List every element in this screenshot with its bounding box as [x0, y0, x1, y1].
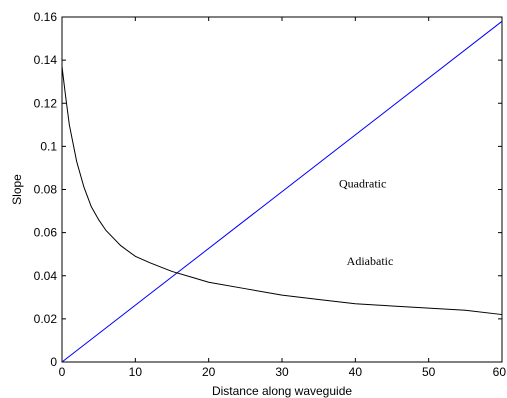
y-tick-label: 0.02	[34, 312, 58, 326]
series-line-0	[61, 20, 503, 363]
y-tick-label: 0.08	[34, 183, 58, 197]
x-tick-label: 30	[275, 365, 289, 379]
x-axis-label: Distance along waveguide	[212, 384, 352, 398]
y-tick-label: 0.16	[34, 10, 58, 24]
series-line-1	[61, 66, 503, 316]
y-tick-label: 0	[50, 355, 57, 369]
x-tick-label: 50	[422, 365, 436, 379]
plot-area	[61, 16, 503, 363]
annotations: Quadratic Adiabatic	[339, 176, 393, 268]
axis-tick-labels: 0 10 20 30 40 50 60 0 0.02 0.04 0.06 0.08 0.1 0.12 0.1…	[34, 10, 507, 379]
y-tick-label: 0.1	[40, 139, 57, 153]
annotation-label: Quadratic	[339, 176, 386, 190]
x-tick-label: 20	[202, 365, 216, 379]
y-tick-label: 0.14	[34, 53, 58, 67]
annotation-label: Adiabatic	[347, 254, 394, 268]
axis-ticks	[61, 16, 503, 363]
x-tick-label: 0	[59, 365, 66, 379]
x-tick-label: 60	[493, 365, 507, 379]
x-tick-label: 10	[129, 365, 143, 379]
y-tick-label: 0.06	[34, 226, 58, 240]
series-lines	[61, 20, 503, 363]
x-tick-label: 40	[349, 365, 363, 379]
y-tick-label: 0.12	[34, 96, 58, 110]
y-tick-label: 0.04	[34, 269, 58, 283]
y-axis-label: Slope	[10, 174, 24, 205]
